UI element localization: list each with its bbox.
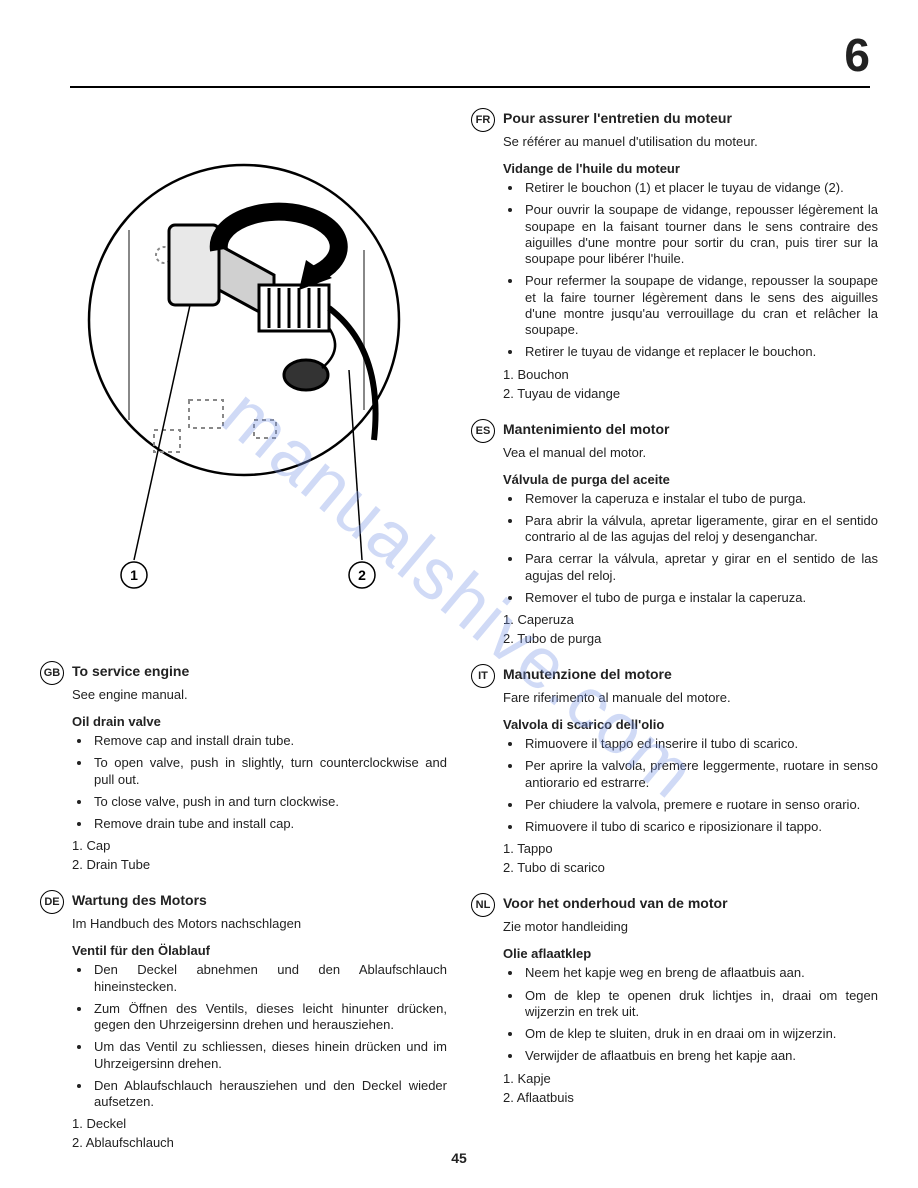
right-column: FR Pour assurer l'entretien du moteur Se…	[471, 110, 878, 1170]
bullets-gb: Remove cap and install drain tube. To op…	[92, 733, 447, 832]
list-item: Remove drain tube and install cap.	[92, 816, 447, 832]
list-item: To open valve, push in slightly, turn co…	[92, 755, 447, 788]
bullets-de: Den Deckel abnehmen und den Ablaufschlau…	[92, 962, 447, 1110]
list-item: Retirer le bouchon (1) et placer le tuya…	[523, 180, 878, 196]
section-es: ES Mantenimiento del motor Vea el manual…	[471, 421, 878, 647]
bullets-es: Remover la caperuza e instalar el tubo d…	[523, 491, 878, 607]
bullets-nl: Neem het kapje weg en breng de aflaatbui…	[523, 965, 878, 1064]
lang-code-de: DE	[40, 890, 64, 914]
subhead-es: Válvula de purga del aceite	[503, 472, 878, 487]
bullets-it: Rimuovere il tappo ed inserire il tubo d…	[523, 736, 878, 835]
lang-code-gb: GB	[40, 661, 64, 685]
legend-item: 1. Cap	[72, 838, 447, 853]
section-title-es: Mantenimiento del motor	[503, 421, 669, 437]
legend-item: 1. Bouchon	[503, 367, 878, 382]
section-title-gb: To service engine	[72, 663, 189, 679]
drain-valve-illustration: 1 2	[74, 120, 414, 620]
list-item: Den Ablaufschlauch herausziehen und den …	[92, 1078, 447, 1111]
list-item: Pour ouvrir la soupape de vidange, repou…	[523, 202, 878, 267]
section-de: DE Wartung des Motors Im Handbuch des Mo…	[40, 892, 447, 1150]
list-item: Um das Ventil zu schliessen, dieses hine…	[92, 1039, 447, 1072]
list-item: Remover el tubo de purga e instalar la c…	[523, 590, 878, 606]
list-item: Remove cap and install drain tube.	[92, 733, 447, 749]
chapter-number: 6	[844, 28, 870, 82]
list-item: Para cerrar la válvula, apretar y girar …	[523, 551, 878, 584]
legend-item: 1. Tappo	[503, 841, 878, 856]
subhead-fr: Vidange de l'huile du moteur	[503, 161, 878, 176]
list-item: Om de klep te openen druk lichtjes in, d…	[523, 988, 878, 1021]
subhead-gb: Oil drain valve	[72, 714, 447, 729]
section-it: IT Manutenzione del motore Fare riferime…	[471, 666, 878, 875]
list-item: Per chiudere la valvola, premere e ruota…	[523, 797, 878, 813]
legend-item: 1. Kapje	[503, 1071, 878, 1086]
left-column: 1 2 GB To service engine See engine manu…	[40, 110, 447, 1170]
section-title-fr: Pour assurer l'entretien du moteur	[503, 110, 732, 126]
list-item: Den Deckel abnehmen und den Ablaufschlau…	[92, 962, 447, 995]
page-number: 45	[0, 1150, 918, 1166]
legend-item: 1. Caperuza	[503, 612, 878, 627]
section-title-de: Wartung des Motors	[72, 892, 207, 908]
section-title-nl: Voor het onderhoud van de motor	[503, 895, 728, 911]
subtitle-es: Vea el manual del motor.	[503, 445, 878, 460]
lang-code-fr: FR	[471, 108, 495, 132]
legend-item: 1. Deckel	[72, 1116, 447, 1131]
list-item: Pour refermer la soupape de vidange, rep…	[523, 273, 878, 338]
section-gb: GB To service engine See engine manual. …	[40, 663, 447, 872]
subtitle-it: Fare riferimento al manuale del motore.	[503, 690, 878, 705]
subtitle-nl: Zie motor handleiding	[503, 919, 878, 934]
legend-item: 2. Tubo de purga	[503, 631, 878, 646]
oil-drain-figure: 1 2	[74, 120, 414, 623]
legend-item: 2. Aflaatbuis	[503, 1090, 878, 1105]
subhead-it: Valvola di scarico dell'olio	[503, 717, 878, 732]
content-columns: 1 2 GB To service engine See engine manu…	[40, 110, 878, 1170]
list-item: Para abrir la válvula, apretar ligeramen…	[523, 513, 878, 546]
list-item: Rimuovere il tappo ed inserire il tubo d…	[523, 736, 878, 752]
callout-2-label: 2	[358, 567, 366, 583]
legend-item: 2. Tubo di scarico	[503, 860, 878, 875]
legend-item: 2. Drain Tube	[72, 857, 447, 872]
callout-1-label: 1	[130, 567, 138, 583]
list-item: To close valve, push in and turn clockwi…	[92, 794, 447, 810]
lang-code-nl: NL	[471, 893, 495, 917]
lang-code-es: ES	[471, 419, 495, 443]
legend-item: 2. Tuyau de vidange	[503, 386, 878, 401]
list-item: Neem het kapje weg en breng de aflaatbui…	[523, 965, 878, 981]
legend-item: 2. Ablaufschlauch	[72, 1135, 447, 1150]
horizontal-rule	[70, 86, 870, 88]
lang-code-it: IT	[471, 664, 495, 688]
subtitle-de: Im Handbuch des Motors nachschlagen	[72, 916, 447, 931]
list-item: Om de klep te sluiten, druk in en draai …	[523, 1026, 878, 1042]
subhead-de: Ventil für den Ölablauf	[72, 943, 447, 958]
list-item: Per aprire la valvola, premere leggermen…	[523, 758, 878, 791]
list-item: Retirer le tuyau de vidange et replacer …	[523, 344, 878, 360]
list-item: Rimuovere il tubo di scarico e riposizio…	[523, 819, 878, 835]
list-item: Verwijder de aflaatbuis en breng het kap…	[523, 1048, 878, 1064]
list-item: Zum Öffnen des Ventils, dieses leicht hi…	[92, 1001, 447, 1034]
bullets-fr: Retirer le bouchon (1) et placer le tuya…	[523, 180, 878, 361]
list-item: Remover la caperuza e instalar el tubo d…	[523, 491, 878, 507]
section-nl: NL Voor het onderhoud van de motor Zie m…	[471, 895, 878, 1104]
section-fr: FR Pour assurer l'entretien du moteur Se…	[471, 110, 878, 401]
subtitle-gb: See engine manual.	[72, 687, 447, 702]
subhead-nl: Olie aflaatklep	[503, 946, 878, 961]
subtitle-fr: Se référer au manuel d'utilisation du mo…	[503, 134, 878, 149]
section-title-it: Manutenzione del motore	[503, 666, 672, 682]
